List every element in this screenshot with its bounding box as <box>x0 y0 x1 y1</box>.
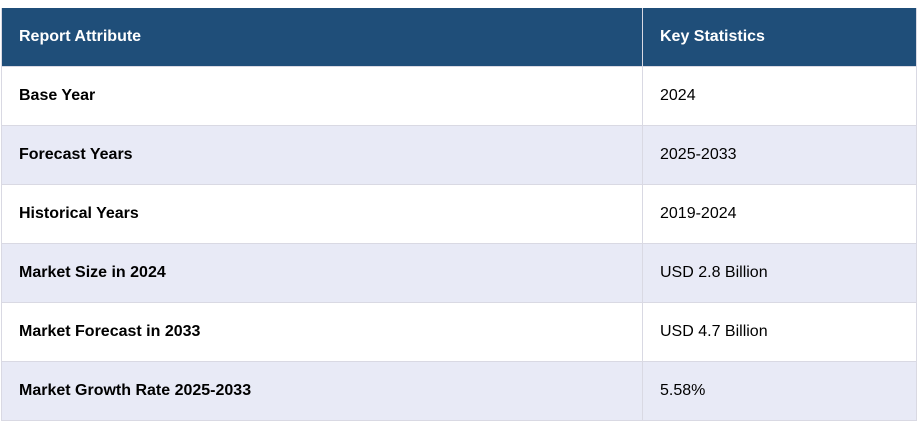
row-value: 5.58% <box>642 361 917 421</box>
header-key-statistics: Key Statistics <box>642 8 917 67</box>
row-attribute: Market Size in 2024 <box>1 243 643 303</box>
report-table-container: Report Attribute Key Statistics Base Yea… <box>1 8 917 421</box>
row-attribute: Forecast Years <box>1 125 643 185</box>
row-attribute: Market Growth Rate 2025-2033 <box>1 361 643 421</box>
table-row: Market Size in 2024 USD 2.8 Billion <box>1 243 917 303</box>
table-header-row: Report Attribute Key Statistics <box>1 8 917 67</box>
row-value: USD 4.7 Billion <box>642 302 917 362</box>
table-row: Forecast Years 2025-2033 <box>1 125 917 185</box>
table-row: Historical Years 2019-2024 <box>1 184 917 244</box>
header-report-attribute: Report Attribute <box>1 8 643 67</box>
row-attribute: Market Forecast in 2033 <box>1 302 643 362</box>
report-attributes-table: Report Attribute Key Statistics Base Yea… <box>1 8 917 421</box>
row-value: 2024 <box>642 66 917 126</box>
row-value: 2025-2033 <box>642 125 917 185</box>
table-row: Market Growth Rate 2025-2033 5.58% <box>1 361 917 421</box>
table-row: Market Forecast in 2033 USD 4.7 Billion <box>1 302 917 362</box>
row-attribute: Base Year <box>1 66 643 126</box>
row-value: 2019-2024 <box>642 184 917 244</box>
table-row: Base Year 2024 <box>1 66 917 126</box>
row-value: USD 2.8 Billion <box>642 243 917 303</box>
row-attribute: Historical Years <box>1 184 643 244</box>
